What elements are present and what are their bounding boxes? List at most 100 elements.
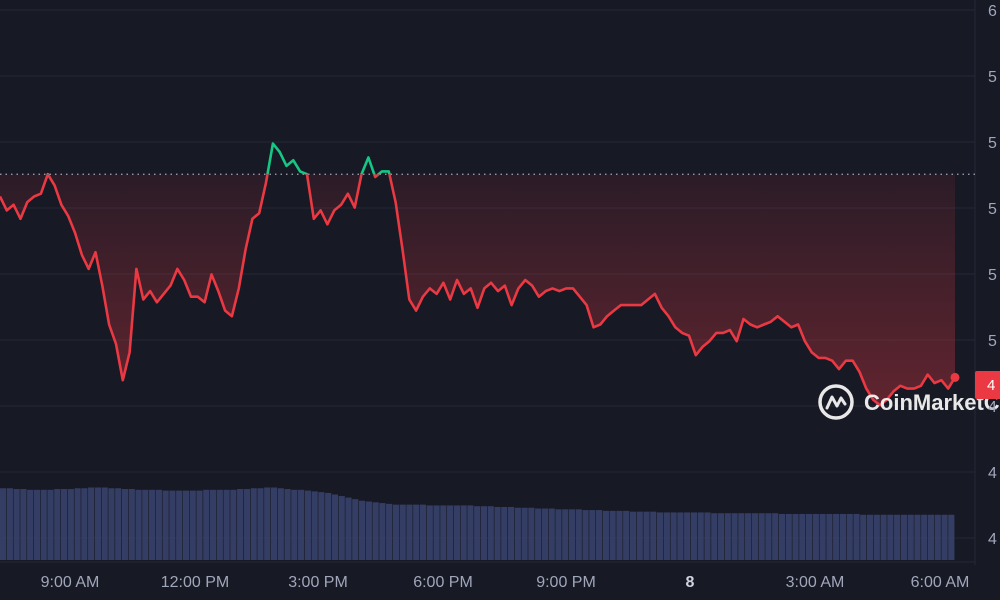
volume-bar <box>277 488 284 560</box>
volume-bar <box>20 489 27 560</box>
volume-bar <box>108 488 115 560</box>
volume-bar <box>386 503 393 560</box>
volume-bar <box>209 489 217 560</box>
volume-bar <box>684 512 691 560</box>
volume-bar <box>81 488 88 560</box>
volume-bar <box>907 514 914 560</box>
volume-bar <box>555 509 562 560</box>
volume-bar <box>846 513 853 560</box>
volume-bar <box>772 513 779 560</box>
volume-bar <box>866 514 874 560</box>
volume-bar <box>182 490 190 560</box>
x-tick-label: 9:00 PM <box>536 574 596 591</box>
volume-bar <box>291 489 298 560</box>
volume-bar <box>162 490 169 560</box>
volume-bar <box>812 513 819 560</box>
volume-bar <box>535 508 542 560</box>
volume-bar <box>873 514 880 560</box>
volume-bar <box>724 513 731 560</box>
volume-bar <box>115 488 122 560</box>
volume-bar <box>60 489 68 560</box>
volume-bar <box>616 510 623 560</box>
volume-bar <box>352 499 359 560</box>
x-tick-label: 9:00 AM <box>41 574 100 591</box>
volume-bar <box>778 513 786 560</box>
volume-bar <box>365 501 372 560</box>
y-tick-label: 5 <box>988 201 997 218</box>
volume-bar <box>704 512 711 560</box>
volume-bar <box>541 508 549 560</box>
volume-bar <box>805 513 813 560</box>
x-tick-label: 6:00 AM <box>911 574 970 591</box>
last-price-dot <box>950 372 960 382</box>
volume-bar <box>643 511 650 560</box>
volume-bar <box>629 511 637 560</box>
volume-bar <box>433 505 440 560</box>
volume-bar <box>447 505 454 560</box>
volume-bar <box>839 513 847 560</box>
volume-bar <box>934 514 941 560</box>
volume-bar <box>406 504 413 560</box>
y-tick-label: 4 <box>988 465 997 482</box>
volume-bar <box>460 505 467 560</box>
volume-bar <box>264 487 271 560</box>
volume-bar <box>494 506 501 560</box>
y-tick-label: 5 <box>988 333 997 350</box>
volume-bar <box>67 489 74 560</box>
volume-bar <box>656 512 664 560</box>
volume-bar <box>47 489 54 560</box>
volume-bar <box>860 514 867 560</box>
volume-bar <box>751 513 758 560</box>
y-tick-label: 5 <box>988 69 997 86</box>
volume-bar <box>548 508 555 560</box>
volume-bar <box>650 511 657 560</box>
volume-bar <box>311 491 318 560</box>
y-tick-label: 5 <box>988 267 997 284</box>
volume-bar <box>717 513 725 560</box>
volume-bar <box>426 505 433 560</box>
volume-bar <box>6 488 13 560</box>
volume-bar <box>921 514 928 560</box>
volume-bar <box>697 512 704 560</box>
current-price-tag: 4 <box>975 371 1000 399</box>
volume-bar <box>636 511 643 560</box>
volume-bar <box>487 506 494 560</box>
volume-bar <box>474 506 481 560</box>
volume-bar <box>663 512 670 560</box>
volume-bar <box>589 510 596 560</box>
volume-bar <box>345 497 352 560</box>
y-tick-label: 6 <box>988 3 997 20</box>
volume-bar <box>176 490 183 560</box>
volume-bar <box>562 509 569 560</box>
y-axis: 6 5 5 5 5 5 4 4 4 <box>988 3 997 548</box>
price-line-below-reference <box>0 174 957 407</box>
volume-bar <box>480 506 488 560</box>
volume-bar <box>189 490 196 560</box>
volume-bar <box>568 509 576 560</box>
volume-bars <box>0 487 955 560</box>
x-tick-label: 3:00 PM <box>288 574 348 591</box>
volume-bar <box>13 489 20 560</box>
volume-bar <box>74 488 81 560</box>
volume-bar <box>894 514 901 560</box>
volume-bar <box>27 489 34 560</box>
volume-bar <box>128 489 135 560</box>
volume-bar <box>623 510 630 560</box>
volume-bar <box>738 513 745 560</box>
volume-bar <box>223 489 230 560</box>
volume-bar <box>304 490 311 560</box>
volume-bar <box>582 510 589 560</box>
volume-bar <box>833 513 840 560</box>
volume-bar <box>88 487 95 560</box>
x-tick-label: 8 <box>686 574 695 591</box>
y-tick-label: 5 <box>988 135 997 152</box>
volume-bar <box>467 505 474 560</box>
volume-bar <box>528 507 535 560</box>
volume-bar <box>149 489 156 560</box>
price-area-fill <box>0 174 955 406</box>
volume-bar <box>250 488 257 560</box>
volume-bar <box>900 514 907 560</box>
volume-bar <box>169 490 176 560</box>
volume-bar <box>257 488 264 560</box>
